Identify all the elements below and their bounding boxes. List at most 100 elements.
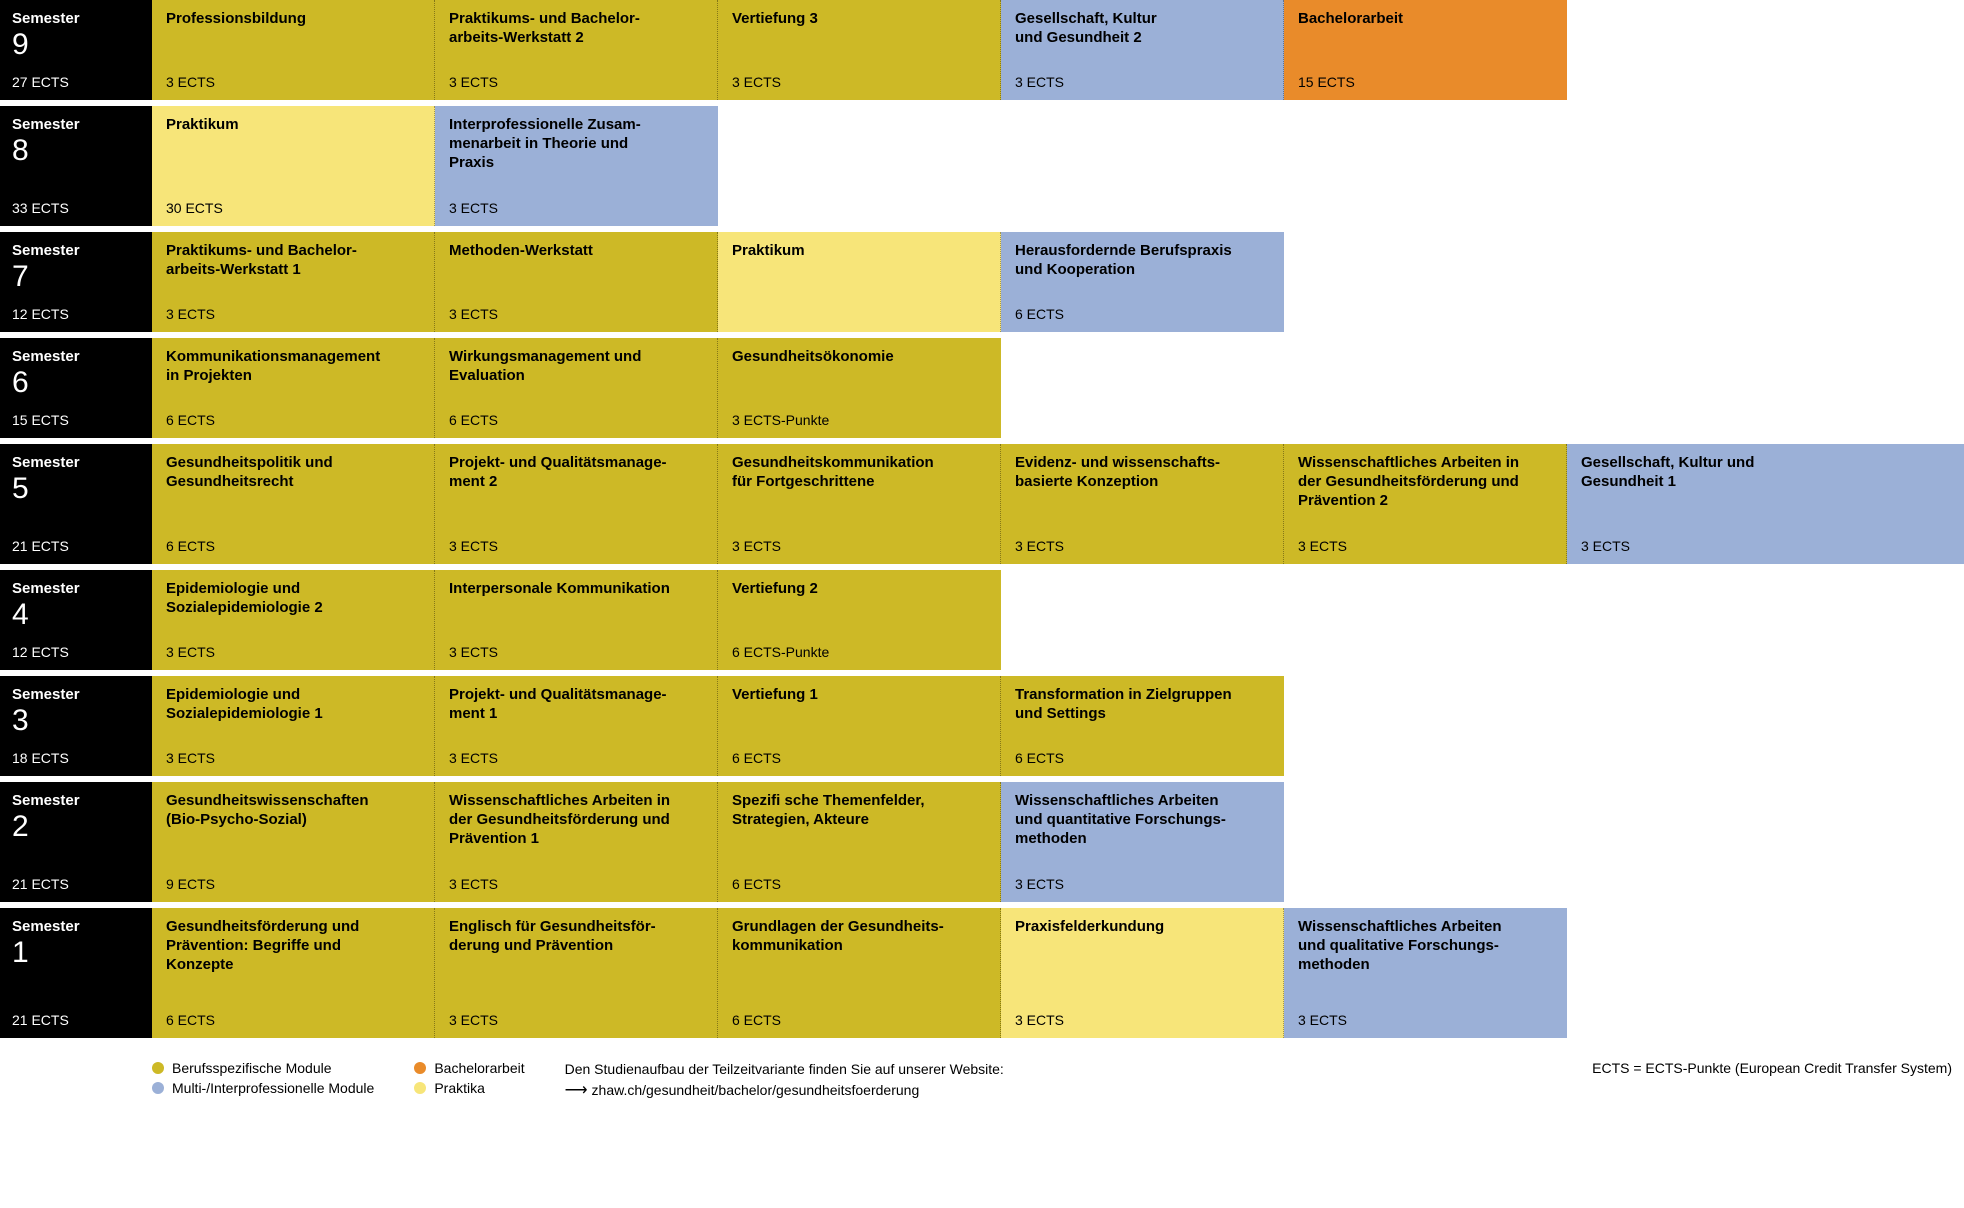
module-title: Spezifi sche Themenfelder,Strategien, Ak… <box>732 792 986 830</box>
module-title: Praktikum <box>166 116 420 135</box>
module-ects: 3 ECTS <box>449 538 703 554</box>
semester-header: Semester221 ECTS <box>0 782 152 902</box>
module-ects: 15 ECTS <box>1298 74 1553 90</box>
semester-label: Semester <box>12 242 140 260</box>
legend-label: Praktika <box>434 1080 485 1096</box>
module-cell: Gesellschaft, Kulturund Gesundheit 23 EC… <box>1001 0 1284 100</box>
module-cell: Interprofessionelle Zusam-menarbeit in T… <box>435 106 718 226</box>
semester-row: Semester318 ECTSEpidemiologie undSoziale… <box>0 676 1964 776</box>
semester-row: Semester412 ECTSEpidemiologie undSoziale… <box>0 570 1964 670</box>
semester-ects: 21 ECTS <box>12 1012 140 1028</box>
module-cell: Kommunikationsmanagementin Projekten6 EC… <box>152 338 435 438</box>
module-cell: Projekt- und Qualitätsmanage-ment 13 ECT… <box>435 676 718 776</box>
module-ects: 3 ECTS <box>166 306 420 322</box>
module-title: Vertiefung 3 <box>732 10 986 29</box>
module-ects: 3 ECTS <box>449 74 703 90</box>
semester-label: Semester <box>12 580 140 598</box>
module-ects: 6 ECTS <box>166 538 420 554</box>
arrow-icon: ⟶ <box>565 1082 588 1099</box>
module-title: Interpersonale Kommunikation <box>449 580 703 599</box>
module-cell: Praktikum30 ECTS <box>152 106 435 226</box>
module-ects: 6 ECTS-Punkte <box>732 644 987 660</box>
module-title: Gesellschaft, Kulturund Gesundheit 2 <box>1015 10 1269 48</box>
module-ects: 3 ECTS <box>166 644 420 660</box>
legend-dot-icon <box>414 1082 426 1094</box>
module-cell: Gesundheitspolitik undGesundheitsrecht6 … <box>152 444 435 564</box>
module-cell: Evidenz- und wissenschafts-basierte Konz… <box>1001 444 1284 564</box>
module-title: Professionsbildung <box>166 10 420 29</box>
semester-header: Semester121 ECTS <box>0 908 152 1038</box>
semester-row: Semester927 ECTSProfessionsbildung3 ECTS… <box>0 0 1964 100</box>
module-title: Evidenz- und wissenschafts-basierte Konz… <box>1015 454 1269 492</box>
semester-number: 3 <box>12 706 140 736</box>
semester-ects: 12 ECTS <box>12 306 140 322</box>
legend-label: Multi-/Interprofessionelle Module <box>172 1080 374 1096</box>
semester-header: Semester 7 12 ECTS <box>0 232 152 332</box>
semester-header: Semester318 ECTS <box>0 676 152 776</box>
module-ects: 9 ECTS <box>166 876 420 892</box>
module-cell: Praktikums- und Bachelor-arbeits-Werksta… <box>435 0 718 100</box>
legend-info-line1: Den Studienaufbau der Teilzeitvariante f… <box>565 1060 1004 1080</box>
semester-number: 7 <box>12 262 140 292</box>
module-cell: Gesellschaft, Kultur undGesundheit 13 EC… <box>1567 444 1964 564</box>
module-title: Wirkungsmanagement undEvaluation <box>449 348 703 386</box>
legend-item: Bachelorarbeit <box>414 1060 524 1076</box>
semester-number: 8 <box>12 136 140 166</box>
module-title: Praktikum <box>732 242 986 261</box>
module-ects: 3 ECTS <box>449 1012 703 1028</box>
module-cell: Transformation in Zielgruppenund Setting… <box>1001 676 1284 776</box>
module-ects: 3 ECTS <box>449 876 703 892</box>
module-title: Gesundheitsökonomie <box>732 348 987 367</box>
module-ects: 3 ECTS <box>1015 1012 1269 1028</box>
semester-ects: 21 ECTS <box>12 538 140 554</box>
semester-ects: 21 ECTS <box>12 876 140 892</box>
module-cell: Vertiefung 2 6 ECTS-Punkte <box>718 570 1001 670</box>
legend: Berufsspezifische Module Multi-/Interprof… <box>0 1044 1964 1118</box>
semester-ects: 12 ECTS <box>12 644 140 660</box>
module-title: Praxisfelderkundung <box>1015 918 1269 937</box>
semester-number: 9 <box>12 30 140 60</box>
module-cell: Vertiefung 33 ECTS <box>718 0 1001 100</box>
module-cell: Projekt- und Qualitätsmanage-ment 23 ECT… <box>435 444 718 564</box>
semester-label: Semester <box>12 454 140 472</box>
module-ects: 3 ECTS <box>1015 876 1270 892</box>
legend-item: Praktika <box>414 1080 524 1096</box>
module-ects: 3 ECTS <box>449 200 704 216</box>
module-ects: 3 ECTS <box>732 538 986 554</box>
module-title: Grundlagen der Gesundheits-kommunikation <box>732 918 986 956</box>
semester-label: Semester <box>12 686 140 704</box>
legend-dot-icon <box>152 1062 164 1074</box>
module-cell: Englisch für Gesundheitsför-derung und P… <box>435 908 718 1038</box>
module-title: Epidemiologie undSozialepidemiologie 1 <box>166 686 420 724</box>
legend-item: Berufsspezifische Module <box>152 1060 374 1076</box>
module-cell: Wissenschaftliches Arbeiten inder Gesund… <box>1284 444 1567 564</box>
module-cell: Wirkungsmanagement undEvaluation6 ECTS <box>435 338 718 438</box>
module-cell: Professionsbildung 3 ECTS <box>152 0 435 100</box>
semester-header: Semester927 ECTS <box>0 0 152 100</box>
module-ects: 6 ECTS <box>166 1012 420 1028</box>
legend-item: Multi-/Interprofessionelle Module <box>152 1080 374 1096</box>
module-ects: 3 ECTS <box>1298 1012 1553 1028</box>
legend-column: Berufsspezifische Module Multi-/Interprof… <box>152 1060 374 1096</box>
semester-ects: 33 ECTS <box>12 200 140 216</box>
module-title: Kommunikationsmanagementin Projekten <box>166 348 420 386</box>
module-ects: 3 ECTS <box>166 74 420 90</box>
module-cell: Epidemiologie undSozialepidemiologie 13 … <box>152 676 435 776</box>
module-title: Vertiefung 2 <box>732 580 987 599</box>
module-title: Epidemiologie undSozialepidemiologie 2 <box>166 580 420 618</box>
legend-info-line2: ⟶zhaw.ch/gesundheit/bachelor/gesundheits… <box>565 1080 1004 1102</box>
semester-ects: 27 ECTS <box>12 74 140 90</box>
module-cell: Wissenschaftliches Arbeiten inder Gesund… <box>435 782 718 902</box>
module-title: Methoden-Werkstatt <box>449 242 703 261</box>
module-ects: 3 ECTS <box>449 306 703 322</box>
module-cell: Gesundheitskommunikationfür Fortgeschrit… <box>718 444 1001 564</box>
legend-info-text: Den Studienaufbau der Teilzeitvariante f… <box>565 1060 1004 1102</box>
semester-label: Semester <box>12 918 140 936</box>
semester-header: Semester833 ECTS <box>0 106 152 226</box>
module-title: Gesundheitswissenschaften(Bio-Psycho-Soz… <box>166 792 420 830</box>
semester-row: Semester712 ECTSPraktikums- und Bachelor… <box>0 232 1964 332</box>
module-title: Englisch für Gesundheitsför-derung und P… <box>449 918 703 956</box>
module-title: Gesundheitskommunikationfür Fortgeschrit… <box>732 454 986 492</box>
module-title: Wissenschaftliches Arbeiten inder Gesund… <box>1298 454 1552 510</box>
legend-label: Berufsspezifische Module <box>172 1060 332 1076</box>
